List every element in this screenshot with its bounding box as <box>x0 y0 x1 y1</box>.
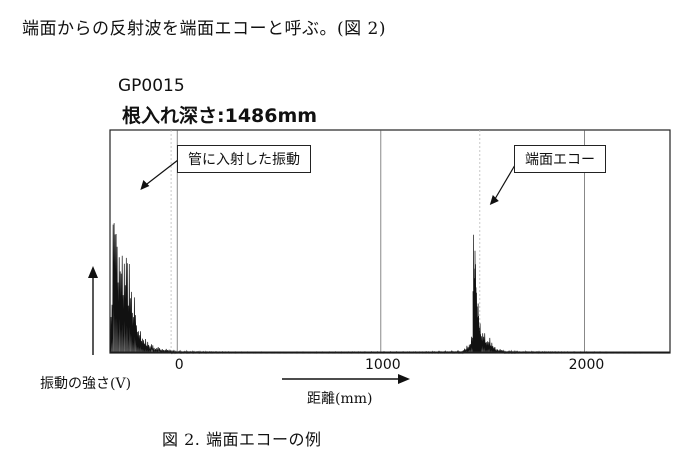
callout-end-echo: 端面エコー <box>514 145 606 173</box>
y-axis-arrowhead <box>88 266 98 278</box>
series-group <box>109 223 670 355</box>
callout-leaders <box>140 159 516 205</box>
x-tick-label: 2000 <box>569 357 605 373</box>
callout-incident: 管に入射した振動 <box>177 145 311 173</box>
leader-incident <box>143 159 179 187</box>
chart-title: GP0015 <box>118 76 185 96</box>
leader-end-echo <box>493 164 516 202</box>
x-axis-label: 距離(mm) <box>307 391 373 407</box>
axis-arrows <box>88 266 410 384</box>
leader-incident-head <box>140 180 150 190</box>
leader-end-echo-head <box>489 195 499 205</box>
x-tick-label: 1000 <box>365 357 401 373</box>
x-ticks: 0 1000 2000 <box>175 357 605 373</box>
waveform-series <box>109 223 670 355</box>
chart-subtitle: 根入れ深さ:1486mm <box>122 105 318 127</box>
figure-caption: 図 2. 端面エコーの例 <box>162 430 322 449</box>
x-axis-arrowhead <box>398 374 410 384</box>
x-tick-label: 0 <box>175 357 184 373</box>
y-axis-label: 振動の強さ(V) <box>40 376 132 392</box>
intro-text: 端面からの反射波を端面エコーと呼ぶ。(図 2) <box>22 19 386 39</box>
